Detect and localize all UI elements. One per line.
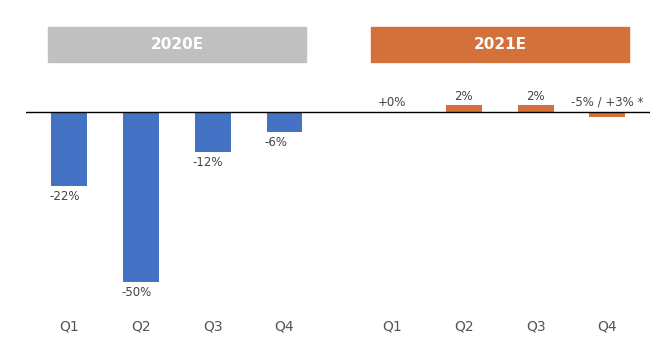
Text: -5% / +3% *: -5% / +3% * xyxy=(571,96,644,109)
Bar xyxy=(589,111,625,117)
Bar xyxy=(446,105,482,111)
Text: -22%: -22% xyxy=(49,191,79,203)
Bar xyxy=(518,105,554,111)
Text: 2%: 2% xyxy=(455,90,473,103)
Text: 2%: 2% xyxy=(526,90,545,103)
Text: +0%: +0% xyxy=(378,96,406,109)
Text: -50%: -50% xyxy=(121,286,151,299)
Bar xyxy=(267,111,302,132)
Bar xyxy=(195,111,231,152)
Bar xyxy=(123,111,159,282)
Text: -6%: -6% xyxy=(265,136,288,149)
Text: 2020E: 2020E xyxy=(150,37,204,52)
Text: -12%: -12% xyxy=(193,157,223,169)
Bar xyxy=(51,111,87,186)
Text: 2021E: 2021E xyxy=(473,37,526,52)
